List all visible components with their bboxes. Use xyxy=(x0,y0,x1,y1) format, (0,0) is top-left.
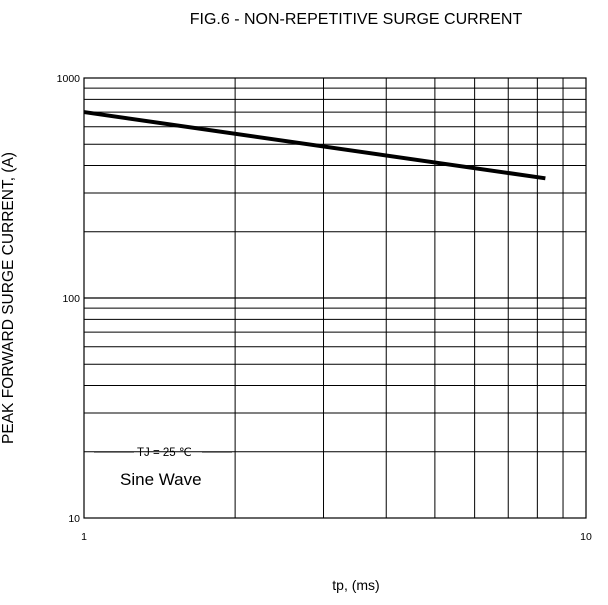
y-axis-label: PEAK FORWARD SURGE CURRENT, (A) xyxy=(0,152,17,444)
series-lines xyxy=(83,110,546,181)
plot-frame xyxy=(83,77,587,519)
y-tick-label: 1000 xyxy=(57,73,81,85)
y-tick-label: 100 xyxy=(62,293,80,305)
x-tick-label: 1 xyxy=(81,531,87,543)
series-line xyxy=(83,110,546,181)
annotation-sine-wave: Sine Wave xyxy=(120,470,202,489)
chart-title: FIG.6 - NON-REPETITIVE SURGE CURRENT xyxy=(190,11,523,28)
annotation-tj: TJ = 25 ℃ xyxy=(137,447,192,459)
x-tick-label: 10 xyxy=(580,531,592,543)
x-axis-label: tp, (ms) xyxy=(332,577,379,593)
grid xyxy=(84,78,586,518)
y-tick-label: 10 xyxy=(68,513,80,525)
